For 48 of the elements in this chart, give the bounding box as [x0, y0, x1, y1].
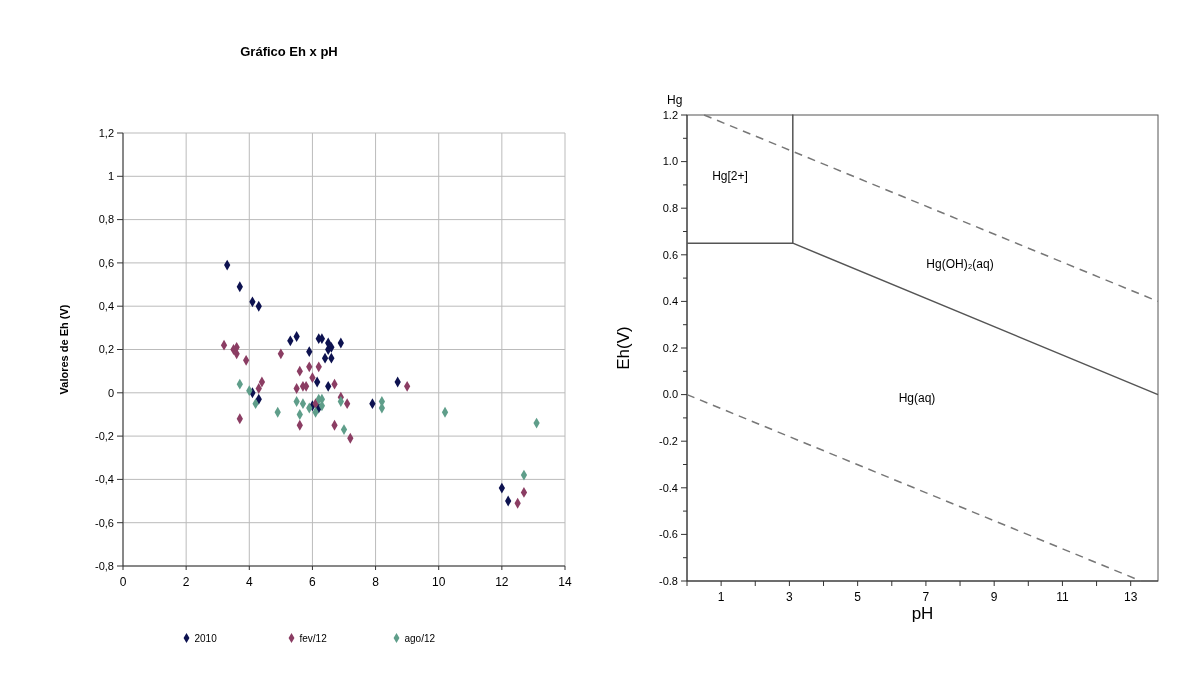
y-tick-label: -0.2: [659, 435, 678, 448]
y-tick-label: -0.8: [659, 574, 678, 587]
chart-title: Hg: [667, 93, 683, 107]
annotation: Hg[2+]: [712, 169, 748, 183]
y-tick-label: 0,8: [98, 213, 114, 226]
y-tick-label: -0.6: [659, 528, 678, 541]
x-tick-label: 4: [245, 575, 253, 589]
y-tick-label: -0,2: [95, 429, 114, 442]
y-tick-label: 0.0: [662, 388, 678, 401]
y-axis-title: Eh(V): [614, 326, 633, 370]
y-tick-label: 0,4: [98, 300, 114, 313]
y-axis-title: Valores de Eh (V): [58, 304, 70, 395]
x-tick-label: 3: [786, 590, 794, 604]
y-tick-label: 0.4: [662, 295, 678, 308]
y-tick-label: 1.2: [662, 108, 678, 121]
x-tick-label: 2: [182, 575, 190, 589]
legend-label: ago/12: [404, 632, 436, 644]
y-tick-label: 1: [107, 170, 114, 183]
y-tick-label: 0: [107, 386, 114, 399]
x-tick-label: 13: [1124, 590, 1138, 604]
x-tick-label: 6: [309, 575, 317, 589]
y-tick-label: -0,4: [95, 473, 114, 486]
y-tick-label: 1.0: [662, 155, 678, 168]
x-tick-label: 12: [495, 575, 509, 589]
y-tick-label: -0,8: [95, 559, 114, 572]
x-tick-label: 8: [372, 575, 380, 589]
annotation: Hg(OH)₂(aq): [926, 257, 994, 271]
y-tick-label: 0.6: [662, 248, 678, 261]
x-tick-label: 0: [119, 575, 127, 589]
x-tick-label: 5: [854, 590, 862, 604]
x-tick-label: 10: [432, 575, 446, 589]
y-tick-label: 1,2: [98, 126, 114, 139]
x-tick-label: 14: [558, 575, 572, 589]
y-tick-label: -0.4: [659, 481, 678, 494]
chart-title: Gráfico Eh x pH: [240, 44, 338, 59]
x-tick-label: 7: [922, 590, 930, 604]
x-tick-label: 1: [717, 590, 725, 604]
x-tick-label: 11: [1056, 590, 1069, 604]
x-axis-title: pH: [911, 604, 934, 623]
y-tick-label: -0,6: [95, 516, 114, 529]
y-tick-label: 0,2: [98, 343, 114, 356]
y-tick-label: 0.2: [662, 341, 678, 354]
annotation: Hg(aq): [898, 391, 936, 405]
y-tick-label: 0,6: [98, 256, 114, 269]
y-tick-label: 0.8: [662, 202, 678, 215]
legend-label: 2010: [194, 632, 218, 644]
x-tick-label: 9: [990, 590, 998, 604]
legend-label: fev/12: [299, 632, 328, 644]
